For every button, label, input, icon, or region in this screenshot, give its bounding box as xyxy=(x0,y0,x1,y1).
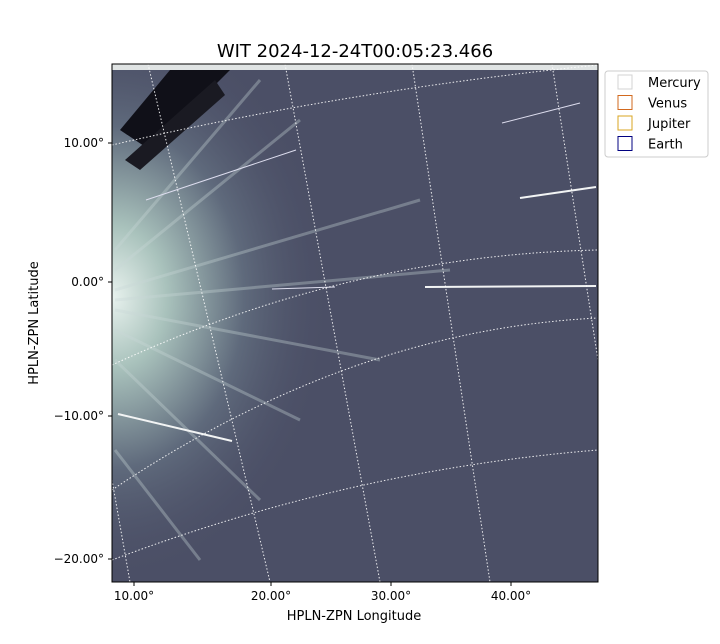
legend xyxy=(604,70,709,158)
legend-label: Mercury xyxy=(648,76,701,91)
title: WIT 2024-12-24T00:05:23.466 xyxy=(217,41,493,62)
y-tick-label: −20.00° xyxy=(54,552,104,566)
legend-label: Earth xyxy=(648,138,683,153)
x-tick-label: 30.00° xyxy=(371,589,411,603)
legend-label: Jupiter xyxy=(647,117,691,132)
axes-frame xyxy=(111,63,599,583)
y-axis-label: HPLN-ZPN Latitude xyxy=(27,261,42,384)
x-tick-label: 20.00° xyxy=(251,589,291,603)
y-tick-label: −10.00° xyxy=(54,409,104,423)
x-tick-label: 10.00° xyxy=(114,589,154,603)
image xyxy=(112,64,598,582)
legend-swatch xyxy=(617,74,633,90)
legend-label: Venus xyxy=(648,97,687,112)
x-tick-label: 40.00° xyxy=(491,589,531,603)
y-tick-label: 10.00° xyxy=(64,136,104,150)
legend-swatch xyxy=(617,136,633,151)
y-tick-label: 0.00° xyxy=(71,275,104,289)
x-axis-label: HPLN-ZPN Longitude xyxy=(287,609,422,624)
legend-swatch xyxy=(617,95,633,110)
legend-swatch xyxy=(617,115,633,131)
